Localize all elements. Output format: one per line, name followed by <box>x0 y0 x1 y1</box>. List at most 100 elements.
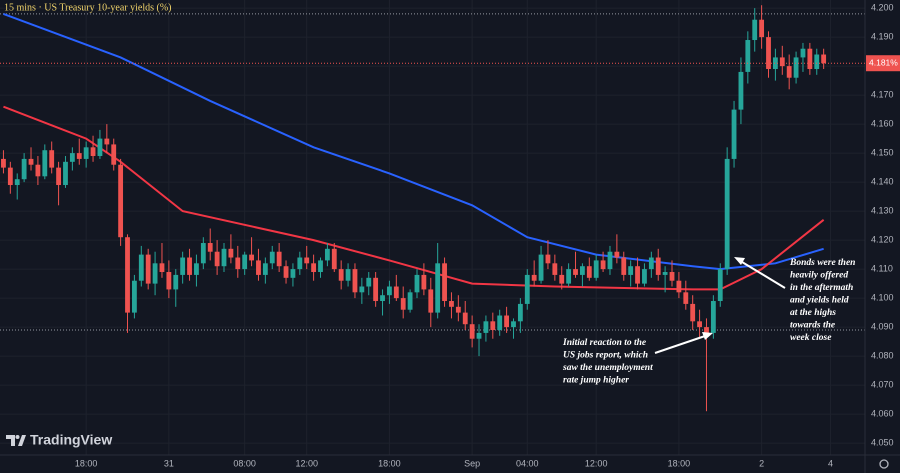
candle-body <box>655 257 661 275</box>
candle-body <box>614 251 620 258</box>
candle-body <box>414 274 420 293</box>
candle-body <box>380 295 385 302</box>
candle-body <box>69 153 75 162</box>
candle-body <box>49 150 55 168</box>
annotation: Initial reaction to the <box>562 338 647 348</box>
candle-body <box>710 301 716 333</box>
candle-body <box>531 274 537 281</box>
candle-body <box>21 158 27 180</box>
annotation: rate jump higher <box>563 376 629 386</box>
candle-body <box>669 272 675 281</box>
candle-body <box>517 303 523 322</box>
candle-body <box>552 263 558 275</box>
candle-body <box>318 260 323 273</box>
candle-body <box>469 324 475 339</box>
candle-body <box>180 257 186 275</box>
candle-body <box>242 254 248 270</box>
candle-body <box>607 251 613 270</box>
x-tick-label: 4 <box>828 458 833 468</box>
y-tick-label: 4.160 <box>871 118 894 128</box>
candle-body <box>331 248 337 270</box>
candle-body <box>807 48 813 70</box>
y-tick-label: 4.070 <box>871 379 894 389</box>
candle-body <box>724 158 730 270</box>
candle-body <box>173 274 179 290</box>
y-tick-label: 4.060 <box>871 408 894 418</box>
y-tick-label: 4.050 <box>871 437 894 447</box>
candle-body <box>118 164 124 238</box>
candle-body <box>366 277 372 287</box>
x-tick-label: Sep <box>464 458 480 468</box>
candle-body <box>262 263 268 275</box>
candle-body <box>324 248 330 261</box>
candle-body <box>497 315 503 331</box>
candle-body <box>1 158 6 168</box>
candle-body <box>642 269 647 284</box>
brand-logo: TradingView <box>6 432 112 448</box>
candle-body <box>442 263 447 302</box>
candle-body <box>635 266 640 284</box>
candle-body <box>490 321 496 331</box>
y-tick-label: 4.190 <box>871 31 894 41</box>
candle-body <box>786 66 792 78</box>
candle-body <box>104 138 110 145</box>
candle-body <box>76 153 82 159</box>
x-tick-label: 18:00 <box>75 458 98 468</box>
candle-body <box>28 158 34 165</box>
candle-body <box>97 138 103 157</box>
x-tick-label: 04:00 <box>516 458 539 468</box>
candle-body <box>90 147 96 157</box>
candle-body <box>338 269 344 281</box>
candle-body <box>256 260 261 275</box>
candle-body <box>269 251 275 264</box>
candle-body <box>352 269 358 293</box>
candle-body <box>759 19 765 38</box>
annotation: Bonds were then <box>789 258 855 268</box>
candle-body <box>511 321 516 328</box>
candle-body <box>566 269 572 284</box>
y-tick-label: 4.140 <box>871 176 894 186</box>
candle-body <box>483 321 489 333</box>
candle-body <box>662 272 668 275</box>
candle-body <box>297 257 303 270</box>
candle-body <box>435 263 441 313</box>
candle-body <box>697 321 702 328</box>
candle-body <box>766 37 771 70</box>
x-tick-label: 18:00 <box>378 458 401 468</box>
candle-body <box>814 54 820 70</box>
candle-body <box>449 301 454 307</box>
candle-body <box>35 164 41 177</box>
annotation: saw the unemployment <box>562 363 653 373</box>
candle-body <box>152 263 158 284</box>
candle-body <box>628 266 634 275</box>
candle-body <box>111 144 117 165</box>
candle-body <box>214 251 220 267</box>
candle-body <box>194 263 199 275</box>
candle-body <box>276 251 282 267</box>
candle-body <box>42 150 48 177</box>
candle-body <box>676 280 682 293</box>
candle-body <box>690 303 696 322</box>
settings-icon[interactable] <box>879 459 889 469</box>
x-tick-label: 08:00 <box>233 458 256 468</box>
last-price-box <box>866 55 900 72</box>
candle-body <box>387 286 392 296</box>
y-tick-label: 4.130 <box>871 205 894 215</box>
last-price-label: 4.181% <box>869 57 898 67</box>
annotation: heavily offered <box>790 271 848 281</box>
candle-body <box>304 257 310 264</box>
candle-body <box>187 257 192 275</box>
y-tick-label: 4.110 <box>871 263 893 273</box>
y-tick-label: 4.200 <box>871 2 894 12</box>
y-tick-label: 4.150 <box>871 147 894 157</box>
candle-body <box>704 327 709 333</box>
candle-body <box>779 57 785 67</box>
candle-body <box>159 263 165 273</box>
candle-body <box>545 254 551 264</box>
candle-body <box>400 298 406 310</box>
candle-body <box>772 57 778 70</box>
candle-body <box>821 54 827 64</box>
chart-title: 15 mins · US Treasury 10-year yields (%) <box>4 2 171 13</box>
candle-body <box>393 286 399 299</box>
